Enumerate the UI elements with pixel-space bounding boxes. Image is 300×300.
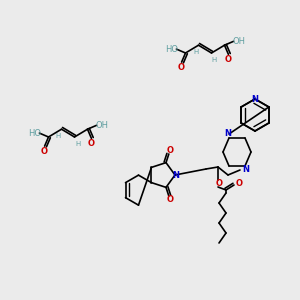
Text: H: H <box>75 141 80 147</box>
Text: N: N <box>224 130 232 139</box>
Text: O: O <box>167 195 173 204</box>
Text: O: O <box>236 178 242 188</box>
Text: H: H <box>56 133 61 139</box>
Text: O: O <box>41 147 48 156</box>
Text: H: H <box>193 49 198 55</box>
Text: OH: OH <box>95 121 108 130</box>
Text: N: N <box>172 170 179 179</box>
Text: O: O <box>225 55 232 64</box>
Text: O: O <box>215 179 223 188</box>
Text: HO: HO <box>165 45 178 54</box>
Text: O: O <box>88 139 95 148</box>
Text: OH: OH <box>232 37 245 46</box>
Text: O: O <box>178 63 185 72</box>
Text: N: N <box>242 166 250 175</box>
Text: N: N <box>251 94 259 103</box>
Text: O: O <box>167 146 173 155</box>
Text: HO: HO <box>28 129 41 138</box>
Text: H: H <box>212 57 217 63</box>
